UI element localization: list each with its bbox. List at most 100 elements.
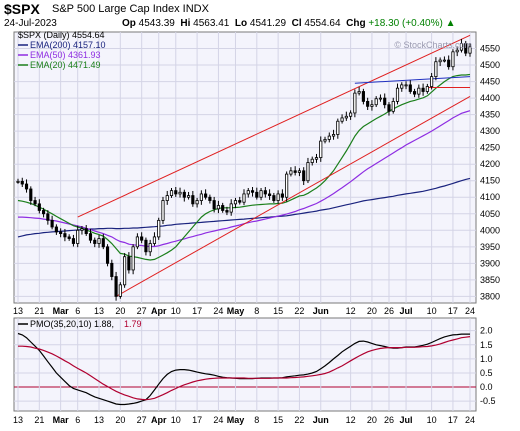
candle-body xyxy=(387,104,391,112)
candle-body xyxy=(417,87,421,95)
candle-body xyxy=(131,246,135,271)
price-x-tick-label: 10 xyxy=(427,306,437,316)
trendline-upper-channel xyxy=(77,34,471,218)
candle-body xyxy=(404,84,408,87)
price-panel-frame xyxy=(13,31,477,304)
candle-body xyxy=(289,170,293,175)
candle-body xyxy=(327,135,331,140)
pmo-x-tick-label: 24 xyxy=(465,415,475,425)
candle-body xyxy=(88,233,93,241)
pmo-x-tick-label: Apr xyxy=(151,415,167,425)
price-x-tick-label: 13 xyxy=(94,306,104,316)
pmo-x-tick-label: Jun xyxy=(313,415,329,425)
price-x-tick-label: 24 xyxy=(465,306,475,316)
price-tick-label: 4550 xyxy=(480,44,500,54)
pmo-lines xyxy=(17,332,471,406)
price-x-axis: 13 21 Mar 6 13 20 27 Apr 10 17 24 May 8 15 22 Jun 12 20 26… xyxy=(13,306,475,316)
candle-body xyxy=(464,43,468,54)
chart-header: $SPX S&P 500 Large Cap Index INDX 24-Jul… xyxy=(0,0,520,32)
candle-body xyxy=(246,190,250,195)
price-x-tick-label: 20 xyxy=(367,306,377,316)
candle-body xyxy=(208,196,212,201)
change-label: Chg xyxy=(346,18,366,29)
candle-body xyxy=(191,195,195,205)
watermark: © StockCharts.com xyxy=(394,40,472,50)
pmo-x-tick-label: 15 xyxy=(273,415,283,425)
candle-body xyxy=(293,170,297,173)
candle-body xyxy=(59,231,63,234)
candle-body xyxy=(148,243,152,253)
price-tick-label: 4300 xyxy=(480,126,500,136)
candle-body xyxy=(127,256,131,271)
low-label: Lo xyxy=(234,18,248,29)
candle-body xyxy=(451,51,455,68)
pmo-x-tick-label: Jul xyxy=(400,415,413,425)
pmo-y-axis: -0.5 0.0 0.5 1.0 1.5 2.0 xyxy=(480,326,496,406)
pmo-x-tick-label: 10 xyxy=(427,415,437,425)
candle-body xyxy=(169,190,174,196)
price-tick-label: 3800 xyxy=(480,291,500,301)
price-x-tick-label: 12 xyxy=(346,306,356,316)
candle-body xyxy=(255,191,259,198)
price-tick-label: 4100 xyxy=(480,192,500,202)
pmo-x-tick-label: 21 xyxy=(34,415,44,425)
candle-body xyxy=(46,213,50,221)
candle-body xyxy=(357,91,361,94)
pmo-line-signal xyxy=(18,336,471,401)
pmo-tick-label: 0.5 xyxy=(480,368,493,378)
candle-body xyxy=(323,139,327,142)
candle-body xyxy=(297,170,302,173)
candle-body xyxy=(93,239,97,244)
candle-body xyxy=(430,76,434,87)
candle-body xyxy=(383,97,387,106)
pmo-legend-name: PMO(35,20,10) 1.88, xyxy=(30,319,114,329)
candle-body xyxy=(204,193,208,198)
candle-body xyxy=(84,228,88,234)
candle-body xyxy=(195,200,199,205)
candle-body xyxy=(302,170,306,182)
pmo-panel-frame xyxy=(13,317,477,412)
price-x-tick-label: 8 xyxy=(254,306,259,316)
candle-body xyxy=(238,200,242,203)
pmo-x-tick-label: 13 xyxy=(94,415,104,425)
candle-body xyxy=(259,190,263,198)
candle-body xyxy=(455,49,459,53)
candle-body xyxy=(412,91,417,95)
pmo-x-tick-label: Mar xyxy=(53,415,70,425)
close-value: 4554.64 xyxy=(304,18,341,29)
candle-body xyxy=(157,219,161,238)
candle-body xyxy=(314,157,319,160)
symbol-label: $SPX xyxy=(4,1,40,17)
candle-body xyxy=(216,205,220,210)
candle-body xyxy=(378,97,383,100)
candle-body xyxy=(50,219,54,228)
candle-body xyxy=(161,200,165,221)
candle-body xyxy=(434,61,438,78)
price-x-tick-label: Jun xyxy=(313,306,329,316)
candle-body xyxy=(468,46,472,54)
candle-body xyxy=(280,193,284,198)
price-x-tick-label: 17 xyxy=(192,306,202,316)
candle-body xyxy=(276,193,280,201)
candle-body xyxy=(349,112,353,117)
price-tick-label: 4350 xyxy=(480,110,500,120)
price-tick-label: 4450 xyxy=(480,77,500,87)
price-x-tick-label: 10 xyxy=(171,306,181,316)
pmo-tick-label: -0.5 xyxy=(480,396,496,406)
candle-body xyxy=(306,162,310,182)
candle-body xyxy=(80,228,84,231)
price-x-tick-label: 6 xyxy=(75,306,80,316)
candle-body xyxy=(114,276,118,297)
change-value: +18.30 (+0.40%) xyxy=(368,18,443,29)
open-label: Op xyxy=(122,18,136,29)
pmo-tick-label: 2.0 xyxy=(480,326,493,336)
candle-body xyxy=(370,104,374,107)
candle-body xyxy=(42,210,46,215)
price-x-tick-label: 22 xyxy=(294,306,304,316)
legend-entry: EMA(20) 4471.49 xyxy=(30,60,101,70)
candle-body xyxy=(395,87,400,102)
candle-body xyxy=(242,193,246,203)
pmo-legend-signal: 1.79 xyxy=(124,319,142,329)
candle-body xyxy=(76,229,80,244)
